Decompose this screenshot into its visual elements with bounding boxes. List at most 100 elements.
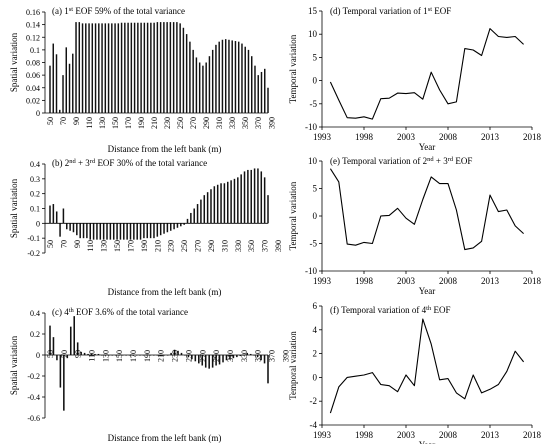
spatial-bar	[163, 223, 165, 234]
x-tick-label: 2003	[397, 132, 416, 142]
spatial-bar	[264, 68, 266, 113]
spatial-bar	[194, 355, 197, 362]
panel-title: (d) Temporal variation of 1st EOF	[330, 6, 451, 17]
spatial-bar	[153, 355, 155, 356]
spatial-bar	[86, 223, 88, 239]
y-tick-label: 6	[313, 301, 318, 311]
spatial-bar	[104, 355, 107, 356]
spatial-bar	[247, 49, 250, 113]
spatial-bar	[156, 22, 159, 114]
spatial-bar	[69, 223, 71, 231]
spatial-bar	[173, 349, 176, 355]
spatial-bar	[87, 353, 89, 355]
x-tick-label: 190	[140, 240, 149, 252]
spatial-bar	[250, 169, 252, 224]
spatial-bar	[166, 223, 169, 233]
x-tick-label: 110	[86, 240, 95, 252]
spatial-bar	[257, 75, 259, 113]
spatial-bar	[106, 223, 108, 240]
spatial-bar	[107, 23, 110, 113]
spatial-bar	[185, 34, 188, 113]
x-tick-label: 350	[241, 117, 250, 129]
spatial-bar	[234, 41, 237, 113]
spatial-bar	[201, 355, 204, 366]
spatial-bar	[180, 352, 183, 355]
y-tick-label: 0.02	[26, 96, 40, 105]
panel-c-spatial-eof4: -0.6 -0.4 -0.2 0 0.2 0.4 50 70 90 110 130 150 170 190…	[9, 307, 290, 444]
spatial-bar	[130, 22, 133, 114]
spatial-bar	[89, 223, 92, 240]
panel-b-spatial-eof2-3: -0.2 -0.1 0 0.1 0.2 0.3 0.4 50 70 90 110 130 150 170 1…	[9, 158, 283, 298]
x-tick-label: 370	[267, 350, 276, 362]
panel-f-temporal-eof4: -4 -2 0 2 4 6 1993 1998 2003 2008 2013 2018 Temporal…	[288, 301, 542, 444]
spatial-bar	[231, 40, 233, 113]
y-tick-label: 0.04	[26, 84, 40, 93]
spatial-bar	[126, 223, 128, 240]
spatial-bar	[79, 223, 81, 239]
x-tick-label: 170	[126, 240, 135, 252]
spatial-bar	[88, 23, 90, 113]
spatial-bar	[101, 355, 103, 356]
spatial-bar	[139, 223, 142, 240]
x-tick-label: 2018	[523, 132, 542, 142]
x-tick-label: 370	[254, 117, 263, 129]
x-tick-label: 170	[124, 117, 133, 129]
y-tick-label: -10	[305, 122, 317, 132]
x-tick-label: 2013	[481, 430, 500, 440]
x-tick-label: 50	[46, 117, 55, 125]
spatial-bar	[241, 43, 243, 113]
spatial-bar	[114, 355, 117, 356]
spatial-bar	[56, 355, 58, 361]
x-tick-label: 90	[72, 117, 81, 125]
spatial-bar	[156, 223, 159, 237]
x-tick-label: 310	[226, 350, 235, 362]
spatial-bar	[66, 355, 69, 359]
spatial-bar	[143, 22, 146, 114]
spatial-bar	[94, 23, 97, 113]
spatial-bar	[224, 39, 227, 113]
spatial-bar	[220, 183, 222, 224]
spatial-bar	[176, 22, 178, 114]
spatial-bar	[49, 325, 51, 355]
spatial-bar	[218, 41, 220, 114]
spatial-bar	[256, 355, 259, 358]
y-tick-label: 0	[313, 372, 318, 382]
spatial-bar	[191, 355, 193, 360]
y-tick-label: 0.2	[30, 190, 40, 199]
spatial-bar	[163, 22, 165, 114]
spatial-bar	[260, 355, 262, 361]
panel-d-temporal-eof1: -10 -5 0 5 10 15 1993 1998 2003 2008 2013 2018 Tempo…	[288, 6, 542, 153]
spatial-bar	[72, 53, 74, 113]
x-tick-label: 70	[60, 350, 69, 358]
spatial-bar	[120, 22, 123, 114]
y-axis-title: Spatial variation	[9, 32, 19, 92]
spatial-bar	[229, 355, 231, 360]
spatial-bar	[222, 355, 224, 363]
x-tick-label: 390	[281, 350, 290, 362]
y-tick-label: -0.2	[27, 249, 40, 258]
x-tick-label: 290	[202, 117, 211, 129]
spatial-bar	[66, 223, 68, 230]
y-tick-label: 10	[308, 156, 318, 166]
x-tick-label: 50	[46, 350, 55, 358]
x-tick-label: 110	[88, 350, 97, 362]
spatial-bar	[127, 22, 129, 114]
spatial-bar	[108, 355, 110, 356]
x-tick-label: 210	[157, 350, 166, 362]
spatial-bar	[128, 355, 131, 356]
x-tick-label: 130	[100, 240, 109, 252]
spatial-bar	[216, 184, 219, 224]
spatial-bar	[124, 22, 126, 114]
spatial-bar	[226, 181, 229, 224]
x-tick-label: 250	[184, 350, 193, 362]
y-tick-label: 0	[36, 219, 40, 228]
spatial-bar	[257, 168, 259, 224]
spatial-bar	[133, 223, 135, 240]
spatial-bar	[166, 355, 169, 356]
x-axis-title: Distance from the left bank (m)	[108, 144, 222, 154]
spatial-bar	[239, 355, 242, 357]
spatial-bar	[253, 168, 256, 224]
spatial-bar	[196, 204, 199, 224]
x-tick-label: 270	[189, 117, 198, 129]
